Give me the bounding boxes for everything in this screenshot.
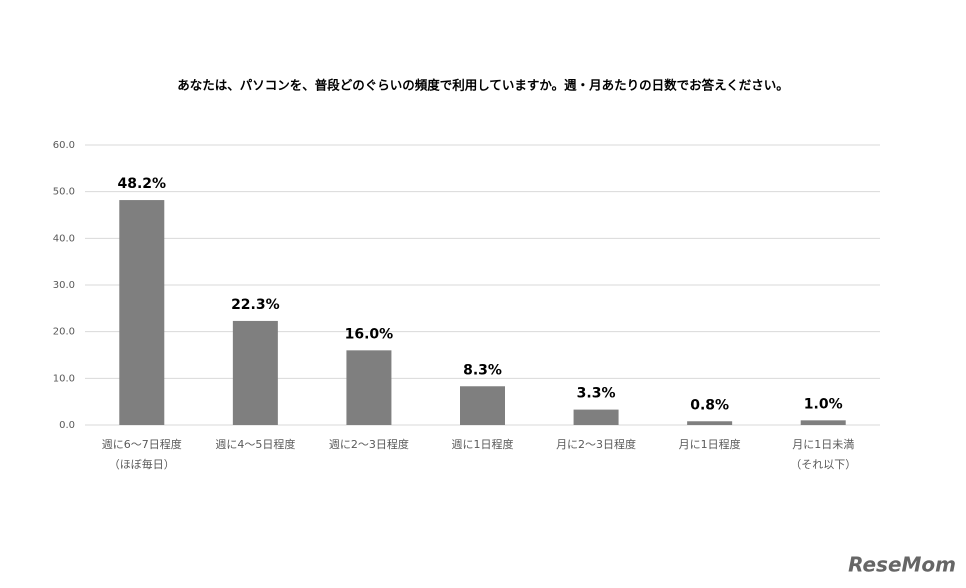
bar	[232, 320, 278, 425]
y-tick-label: 30.0	[53, 280, 75, 291]
x-tick-label: 月に2～3日程度	[556, 437, 636, 451]
x-tick-label: 週に2～3日程度	[329, 437, 409, 451]
watermark: ReseMom	[848, 553, 956, 577]
value-label: 0.8%	[690, 397, 729, 413]
value-label: 16.0%	[345, 326, 394, 342]
value-label: 3.3%	[577, 386, 616, 402]
x-tick-label: 月に1日未満	[792, 438, 854, 451]
value-label: 48.2%	[117, 176, 166, 192]
bar	[346, 350, 392, 425]
x-tick-label: 週に6～7日程度	[102, 437, 182, 451]
bar	[800, 420, 846, 425]
bar	[573, 409, 619, 425]
bar	[119, 200, 165, 425]
x-tick-label: （ほぼ毎日）	[109, 458, 175, 471]
chart-title: あなたは、パソコンを、普段どのぐらいの頻度で利用していますか。週・月あたりの日数…	[177, 78, 789, 93]
y-tick-label: 50.0	[53, 187, 75, 198]
y-tick-label: 10.0	[53, 373, 75, 384]
x-tick-label: 週に1日程度	[452, 437, 514, 451]
y-tick-label: 60.0	[53, 140, 75, 151]
x-tick-label: （それ以下）	[790, 458, 856, 471]
x-tick-label: 週に4～5日程度	[215, 437, 295, 451]
y-tick-label: 40.0	[53, 233, 75, 244]
value-label: 1.0%	[804, 396, 843, 412]
value-label: 8.3%	[463, 362, 502, 378]
y-tick-label: 20.0	[53, 327, 75, 338]
value-label: 22.3%	[231, 297, 280, 313]
bar	[460, 386, 505, 425]
bar	[687, 421, 733, 425]
x-tick-label: 月に1日程度	[679, 437, 741, 451]
y-tick-label: 0.0	[59, 420, 75, 431]
